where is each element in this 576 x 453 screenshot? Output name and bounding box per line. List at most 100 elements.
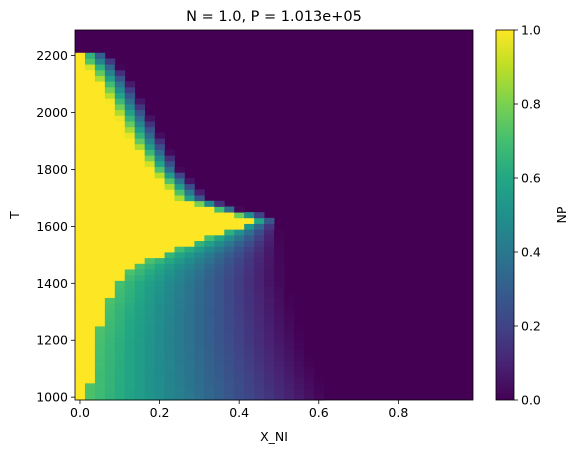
heatmap-cell	[154, 212, 165, 219]
heatmap-cell	[184, 257, 195, 264]
heatmap-cell	[174, 297, 185, 304]
heatmap-cell	[254, 371, 265, 378]
heatmap-cell	[84, 52, 96, 59]
heatmap-cell	[194, 354, 205, 361]
heatmap-cell	[164, 388, 175, 395]
heatmap-cell	[104, 98, 116, 105]
heatmap-cell	[104, 155, 116, 162]
heatmap-cell	[114, 143, 126, 150]
heatmap-cell	[224, 382, 235, 390]
heatmap-cell	[104, 263, 116, 270]
heatmap-cell	[114, 121, 126, 128]
heatmap-cell	[274, 286, 285, 293]
heatmap-cell	[154, 274, 165, 281]
heatmap-cell	[144, 377, 155, 384]
heatmap-cell	[264, 297, 275, 304]
heatmap-cell	[124, 280, 136, 287]
heatmap-cell	[194, 269, 205, 276]
heatmap-cell	[114, 303, 126, 310]
heatmap-cell	[154, 132, 165, 139]
heatmap-cell	[94, 126, 106, 133]
heatmap-cell	[244, 303, 255, 310]
heatmap-cell	[244, 326, 255, 333]
heatmap-cell	[164, 200, 175, 207]
heatmap-cell	[134, 331, 146, 338]
heatmap-cell	[84, 234, 96, 242]
heatmap-cell	[114, 252, 126, 259]
heatmap-cell	[204, 223, 215, 230]
heatmap-cell	[164, 291, 175, 298]
heatmap-cell	[164, 172, 175, 179]
heatmap-cell	[134, 348, 146, 355]
heatmap-cell	[274, 320, 285, 327]
heatmap-cell	[75, 252, 86, 259]
heatmap-cell	[164, 365, 175, 372]
heatmap-cell	[164, 160, 175, 168]
heatmap-cell	[204, 280, 215, 287]
heatmap-cell	[154, 229, 165, 236]
heatmap-cell	[313, 377, 325, 384]
heatmap-cell	[124, 229, 136, 236]
heatmap-cell	[144, 394, 155, 401]
heatmap-cell	[94, 274, 106, 281]
heatmap-cell	[124, 132, 136, 139]
heatmap-cell	[75, 263, 86, 270]
heatmap-cell	[114, 314, 126, 321]
heatmap-cell	[204, 217, 215, 224]
heatmap-cell	[144, 365, 155, 372]
heatmap-cell	[164, 348, 175, 355]
heatmap-cell	[204, 252, 215, 259]
heatmap-cell	[94, 337, 106, 344]
heatmap-cell	[164, 246, 175, 253]
heatmap-cell	[75, 286, 86, 293]
heatmap-cell	[124, 81, 136, 88]
heatmap-cell	[114, 234, 126, 242]
heatmap-cell	[194, 200, 205, 207]
heatmap-cell	[234, 223, 245, 230]
heatmap-cell	[154, 223, 165, 230]
heatmap-cell	[104, 69, 116, 76]
heatmap-cell	[154, 280, 165, 287]
heatmap-cell	[144, 360, 155, 367]
heatmap-cell	[154, 388, 165, 395]
heatmap-cell	[84, 217, 96, 224]
heatmap-cell	[84, 92, 96, 99]
heatmap-cell	[164, 257, 175, 264]
heatmap-cell	[75, 229, 86, 236]
heatmap-cell	[75, 132, 86, 139]
heatmap-cell	[154, 160, 165, 168]
heatmap-cell	[144, 234, 155, 242]
heatmap-cell	[274, 331, 285, 338]
heatmap-cell	[114, 64, 126, 71]
heatmap-cell	[254, 314, 265, 321]
heatmap-cell	[84, 143, 96, 150]
heatmap-cell	[164, 212, 175, 219]
heatmap-cell	[164, 189, 175, 196]
heatmap-cell	[124, 303, 136, 310]
heatmap-cell	[214, 377, 225, 384]
heatmap-cell	[274, 246, 285, 253]
heatmap-cell	[134, 115, 146, 122]
heatmap-cell	[75, 274, 86, 281]
heatmap-cell	[214, 229, 225, 236]
heatmap-cell	[124, 326, 136, 333]
heatmap-cell	[75, 343, 86, 350]
heatmap-cell	[75, 160, 86, 168]
heatmap-cell	[184, 348, 195, 355]
heatmap-cell	[124, 297, 136, 304]
heatmap-cell	[244, 240, 255, 247]
heatmap-cell	[134, 172, 146, 179]
heatmap-cell	[104, 104, 116, 111]
heatmap-cell	[254, 394, 265, 401]
heatmap-cell	[154, 314, 165, 321]
heatmap-cell	[94, 109, 106, 116]
heatmap-cell	[144, 178, 155, 185]
heatmap-cell	[124, 246, 136, 253]
heatmap-cell	[184, 382, 195, 390]
heatmap-cell	[134, 280, 146, 287]
heatmap-cell	[293, 371, 305, 378]
heatmap-cell	[244, 354, 255, 361]
heatmap-cell	[184, 280, 195, 287]
heatmap-cell	[274, 354, 285, 361]
heatmap-cell	[134, 109, 146, 116]
